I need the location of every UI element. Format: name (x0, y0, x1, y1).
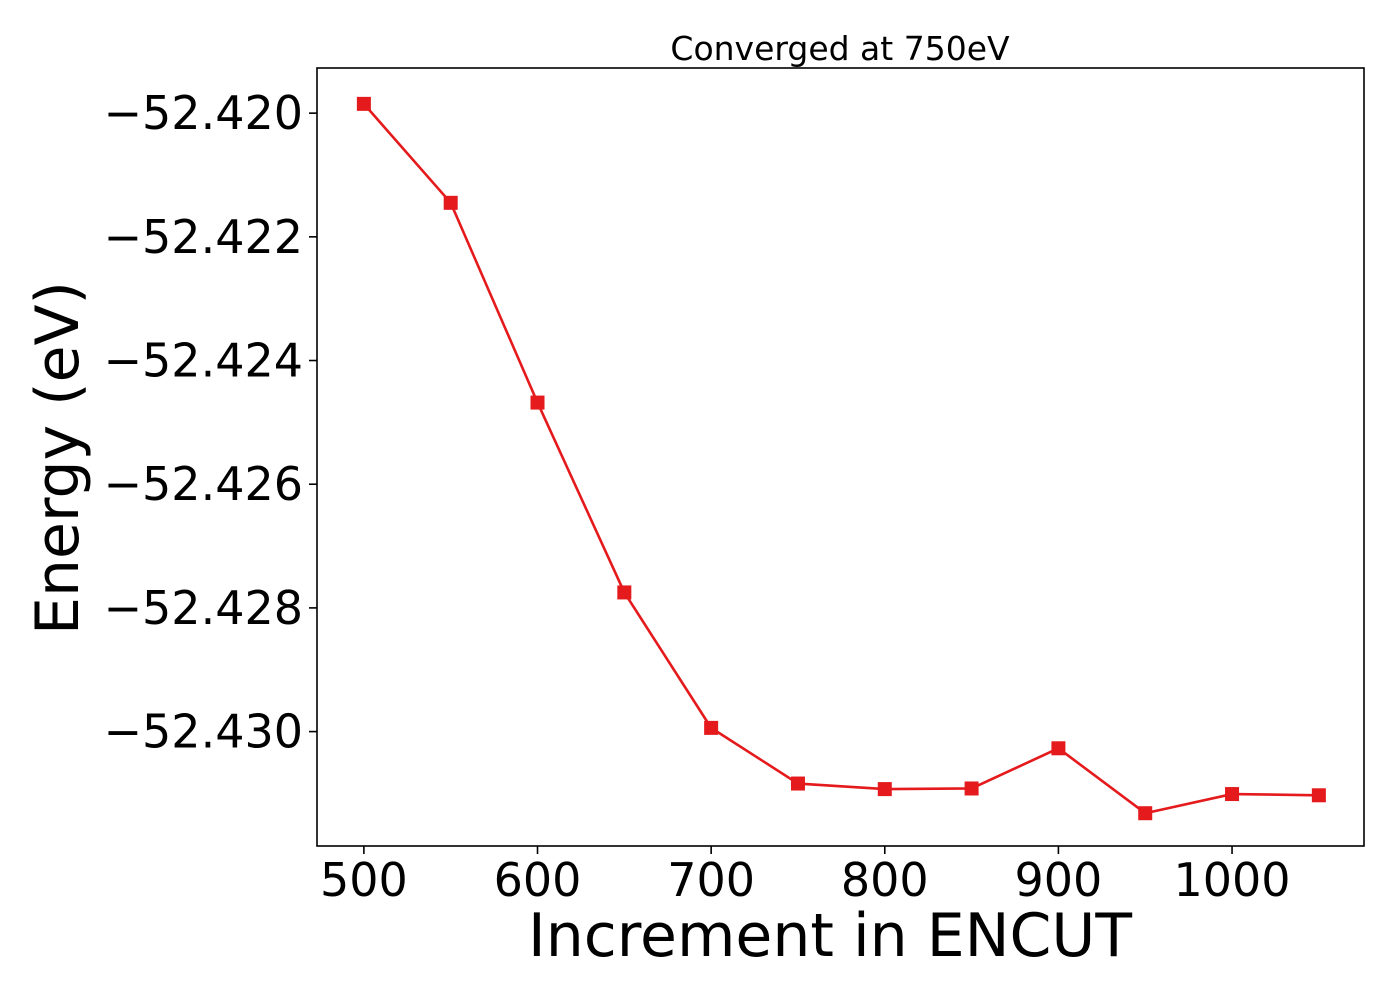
data-point-marker (356, 96, 371, 111)
data-point-marker (790, 776, 805, 791)
data-point-marker (617, 585, 632, 600)
x-tick-label: 900 (1015, 853, 1103, 907)
series-line (362, 103, 1319, 815)
plot-frame (316, 67, 1365, 847)
y-tick-label: −52.424 (104, 334, 304, 388)
data-point-marker (530, 395, 545, 410)
chart-title: Converged at 750eV (670, 29, 1010, 68)
data-point-marker (1051, 741, 1066, 756)
y-tick-label: −52.420 (104, 86, 304, 140)
data-point-marker (1138, 806, 1153, 821)
data-point-marker (443, 195, 458, 210)
x-tick-label: 600 (494, 853, 582, 907)
data-point-marker (704, 720, 719, 735)
x-tick-label: 1000 (1174, 853, 1291, 907)
plot-area: 500 600 700 800 900 1000 −52.420 −52.422 −52.424… (104, 67, 1365, 907)
x-tick-label: 500 (320, 853, 408, 907)
x-tick-label: 700 (667, 853, 755, 907)
data-point-marker (1311, 788, 1326, 803)
data-point-marker (877, 782, 892, 797)
x-axis-title: Increment in ENCUT (528, 901, 1132, 971)
y-tick-label: −52.430 (104, 705, 304, 759)
data-point-marker (964, 781, 979, 796)
x-tick-label: 800 (841, 853, 929, 907)
y-tick-label: −52.426 (104, 457, 304, 511)
data-point-marker (1225, 787, 1240, 802)
y-axis-title: Energy (eV) (23, 281, 93, 635)
y-tick-label: −52.428 (104, 581, 304, 635)
y-tick-label: −52.422 (104, 210, 304, 264)
